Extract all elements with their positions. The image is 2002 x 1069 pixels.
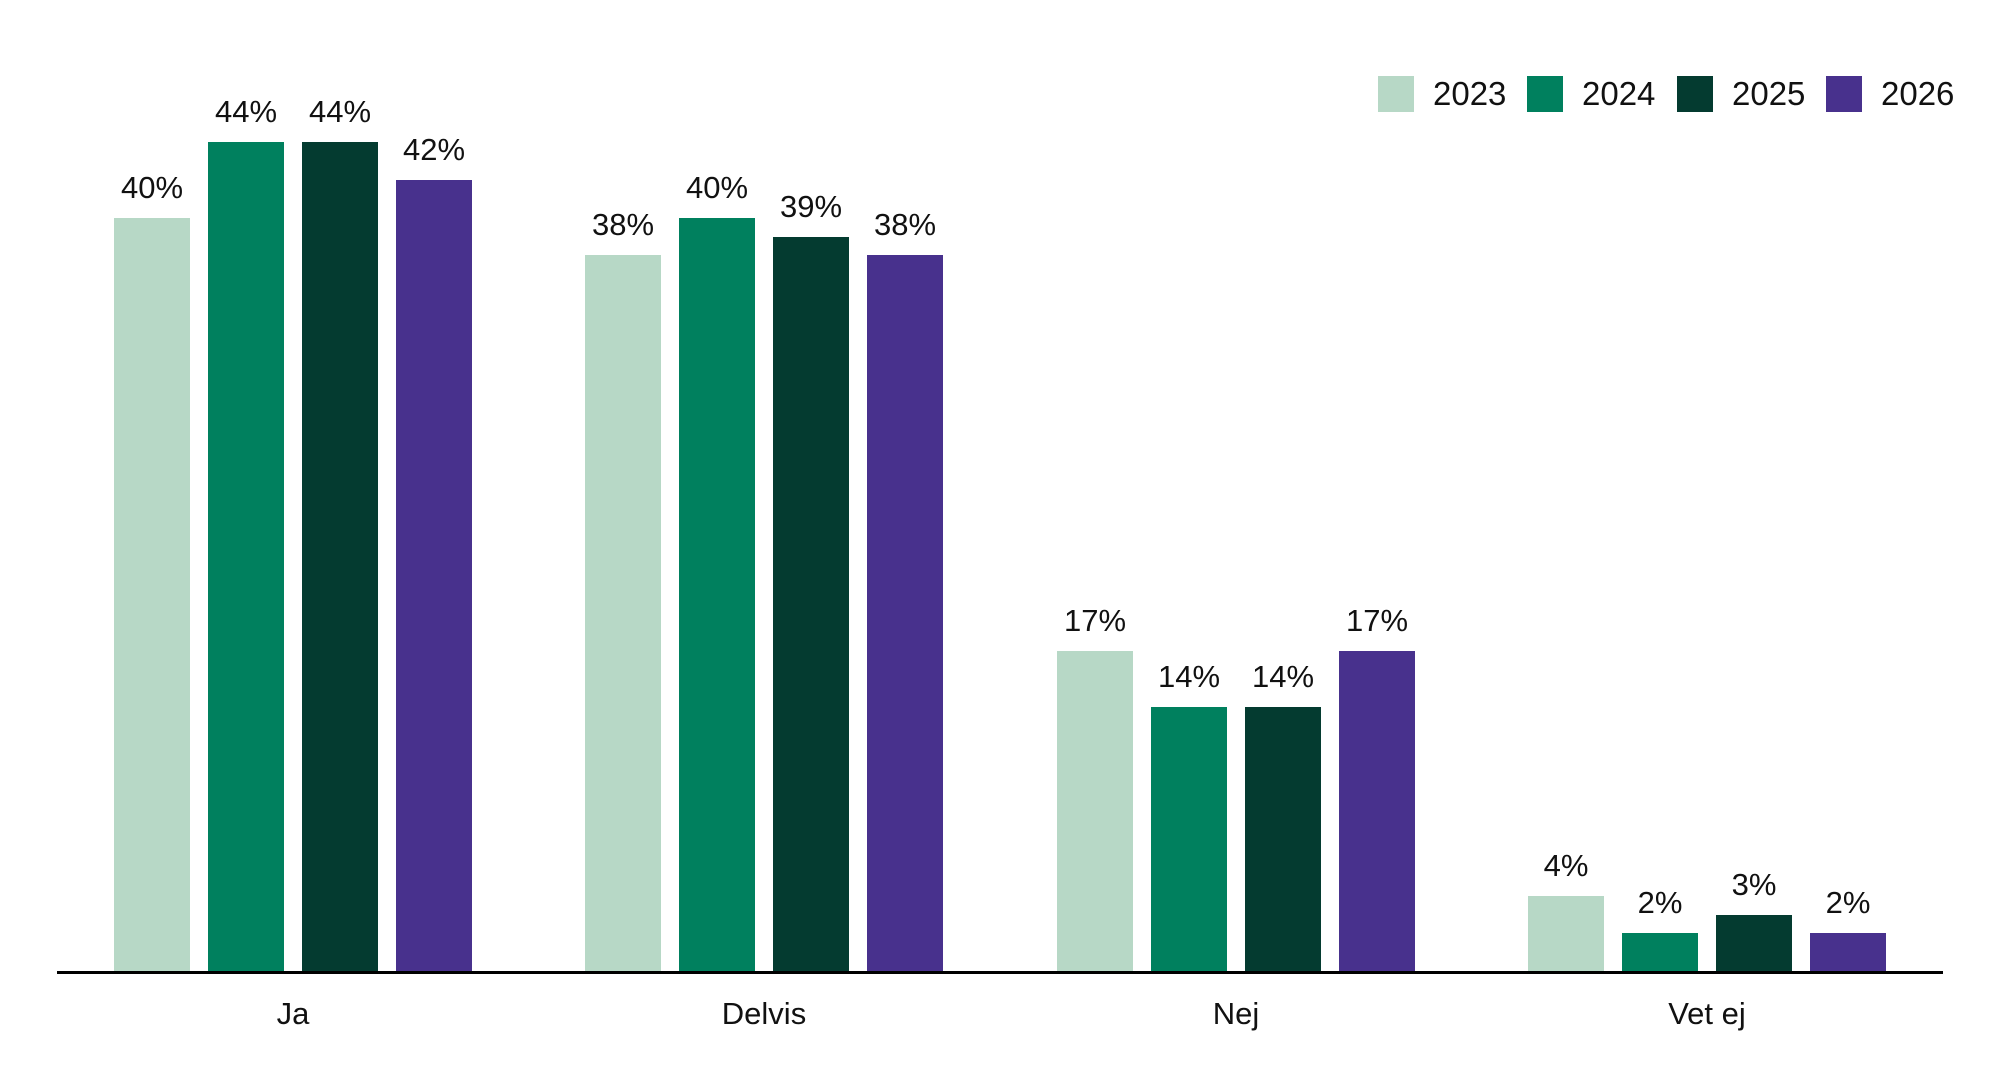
bar [396, 180, 472, 971]
legend-label: 2023 [1433, 75, 1507, 112]
category-label: Nej [1212, 996, 1260, 1031]
bar-value-label: 3% [1731, 867, 1777, 902]
bar-value-label: 2% [1637, 885, 1683, 920]
bar [1151, 707, 1227, 971]
x-axis-line [57, 971, 1943, 974]
bar-value-label: 40% [685, 170, 749, 205]
bar-value-label: 39% [779, 189, 843, 224]
bar [773, 237, 849, 971]
legend-label: 2024 [1582, 75, 1656, 112]
category-label: Vet ej [1668, 996, 1746, 1031]
legend-item: 2025 [1677, 75, 1805, 113]
bar-value-label: 17% [1063, 603, 1127, 638]
bar [585, 255, 661, 971]
bar-value-label: 42% [402, 132, 466, 167]
legend-item: 2024 [1527, 75, 1655, 113]
bar [1339, 651, 1415, 971]
bar-value-label: 38% [591, 207, 655, 242]
bar-value-label: 14% [1251, 659, 1315, 694]
bar [1810, 933, 1886, 971]
bar [867, 255, 943, 971]
bar-value-label: 40% [120, 170, 184, 205]
bar [114, 218, 190, 971]
bar-value-label: 44% [214, 94, 278, 129]
bar [1245, 707, 1321, 971]
bar-value-label: 38% [873, 207, 937, 242]
bar-value-label: 4% [1543, 848, 1589, 883]
bar [1622, 933, 1698, 971]
bar [208, 142, 284, 971]
bar-value-label: 2% [1825, 885, 1871, 920]
legend-swatch [1378, 76, 1414, 112]
legend-swatch [1527, 76, 1563, 112]
legend-swatch [1826, 76, 1862, 112]
legend-item: 2023 [1378, 75, 1506, 113]
legend-item: 2026 [1826, 75, 1954, 113]
bar [302, 142, 378, 971]
bar-value-label: 14% [1157, 659, 1221, 694]
category-label: Delvis [721, 996, 807, 1031]
bar [1716, 915, 1792, 971]
category-label: Ja [276, 996, 310, 1031]
bar-value-label: 17% [1345, 603, 1409, 638]
legend-swatch [1677, 76, 1713, 112]
legend-label: 2026 [1881, 75, 1955, 112]
bar [1057, 651, 1133, 971]
bar-value-label: 44% [308, 94, 372, 129]
legend-label: 2025 [1732, 75, 1806, 112]
bar [679, 218, 755, 971]
bar [1528, 896, 1604, 971]
